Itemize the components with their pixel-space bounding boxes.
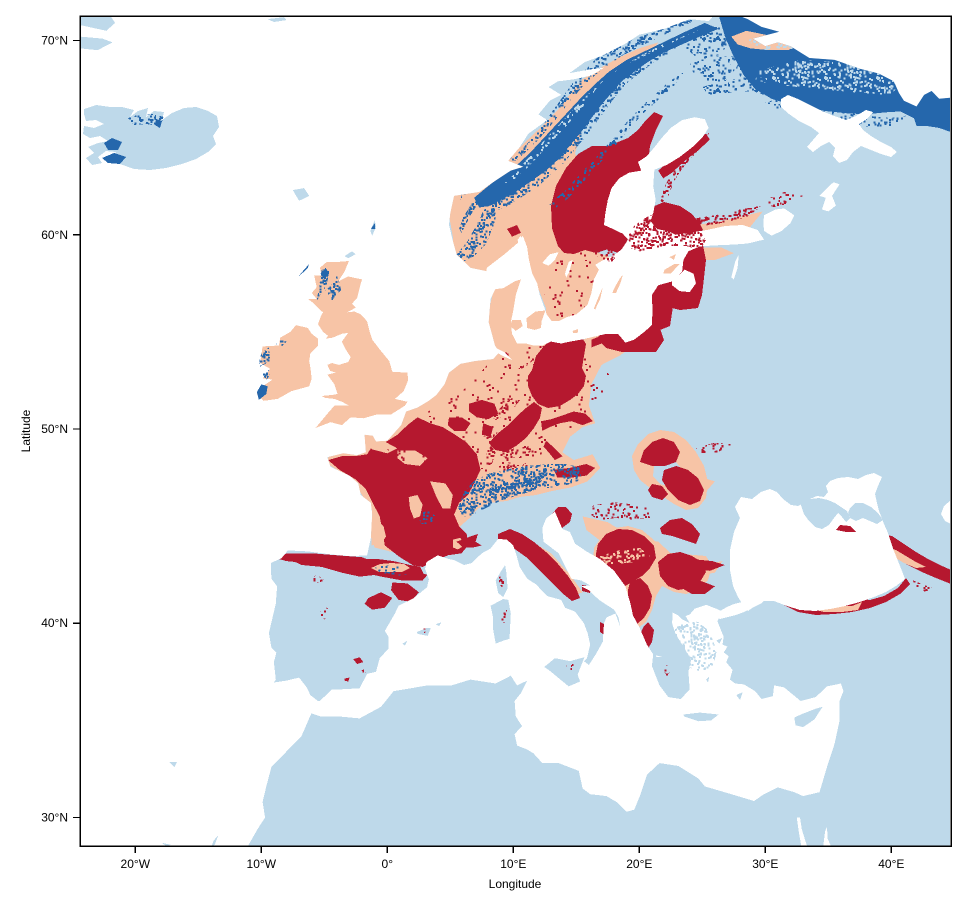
- svg-text:Latitude: Latitude: [19, 409, 33, 452]
- svg-text:20°E: 20°E: [626, 857, 652, 871]
- svg-text:40°N: 40°N: [41, 616, 68, 630]
- svg-text:10°E: 10°E: [500, 857, 526, 871]
- svg-text:40°E: 40°E: [878, 857, 904, 871]
- svg-text:60°N: 60°N: [41, 228, 68, 242]
- svg-text:10°W: 10°W: [247, 857, 277, 871]
- svg-text:70°N: 70°N: [41, 34, 68, 48]
- svg-text:30°E: 30°E: [752, 857, 778, 871]
- svg-text:20°W: 20°W: [121, 857, 151, 871]
- svg-text:Longitude: Longitude: [489, 877, 542, 891]
- svg-text:0°: 0°: [382, 857, 394, 871]
- svg-text:30°N: 30°N: [41, 811, 68, 825]
- svg-text:50°N: 50°N: [41, 422, 68, 436]
